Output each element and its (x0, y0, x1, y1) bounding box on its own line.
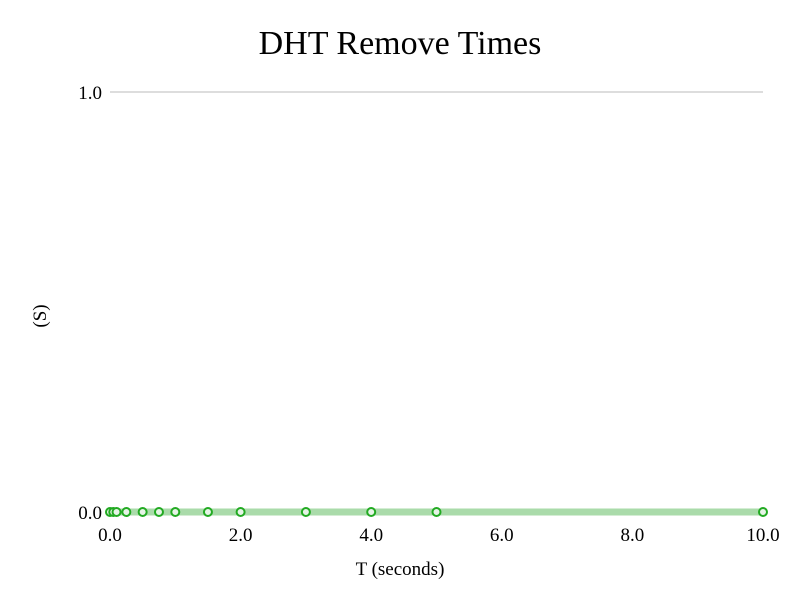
series-group (105, 507, 768, 517)
data-point (121, 507, 132, 517)
data-point (300, 507, 311, 517)
x-tick-label: 10.0 (746, 525, 779, 546)
y-tick-label: 0.0 (78, 503, 102, 524)
chart-title: DHT Remove Times (259, 25, 542, 62)
data-point (137, 507, 148, 517)
data-point (235, 507, 246, 517)
x-tick-label: 8.0 (621, 525, 645, 546)
data-point (366, 507, 377, 517)
data-point (170, 507, 181, 517)
x-tick-label: 2.0 (229, 525, 253, 546)
x-tick-labels: 0.0 2.0 4.0 6.0 8.0 10.0 (98, 525, 780, 546)
y-tick-label: 1.0 (78, 83, 102, 104)
data-point (431, 507, 442, 517)
data-point (758, 507, 768, 517)
x-tick-label: 0.0 (98, 525, 122, 546)
data-point (153, 507, 164, 517)
x-tick-label: 4.0 (359, 525, 383, 546)
data-point (111, 507, 122, 517)
y-axis-label: (S) (30, 304, 51, 327)
x-axis-label: T (seconds) (356, 559, 445, 580)
x-tick-label: 6.0 (490, 525, 514, 546)
y-tick-labels: 0.0 1.0 (78, 83, 102, 524)
data-point (202, 507, 213, 517)
